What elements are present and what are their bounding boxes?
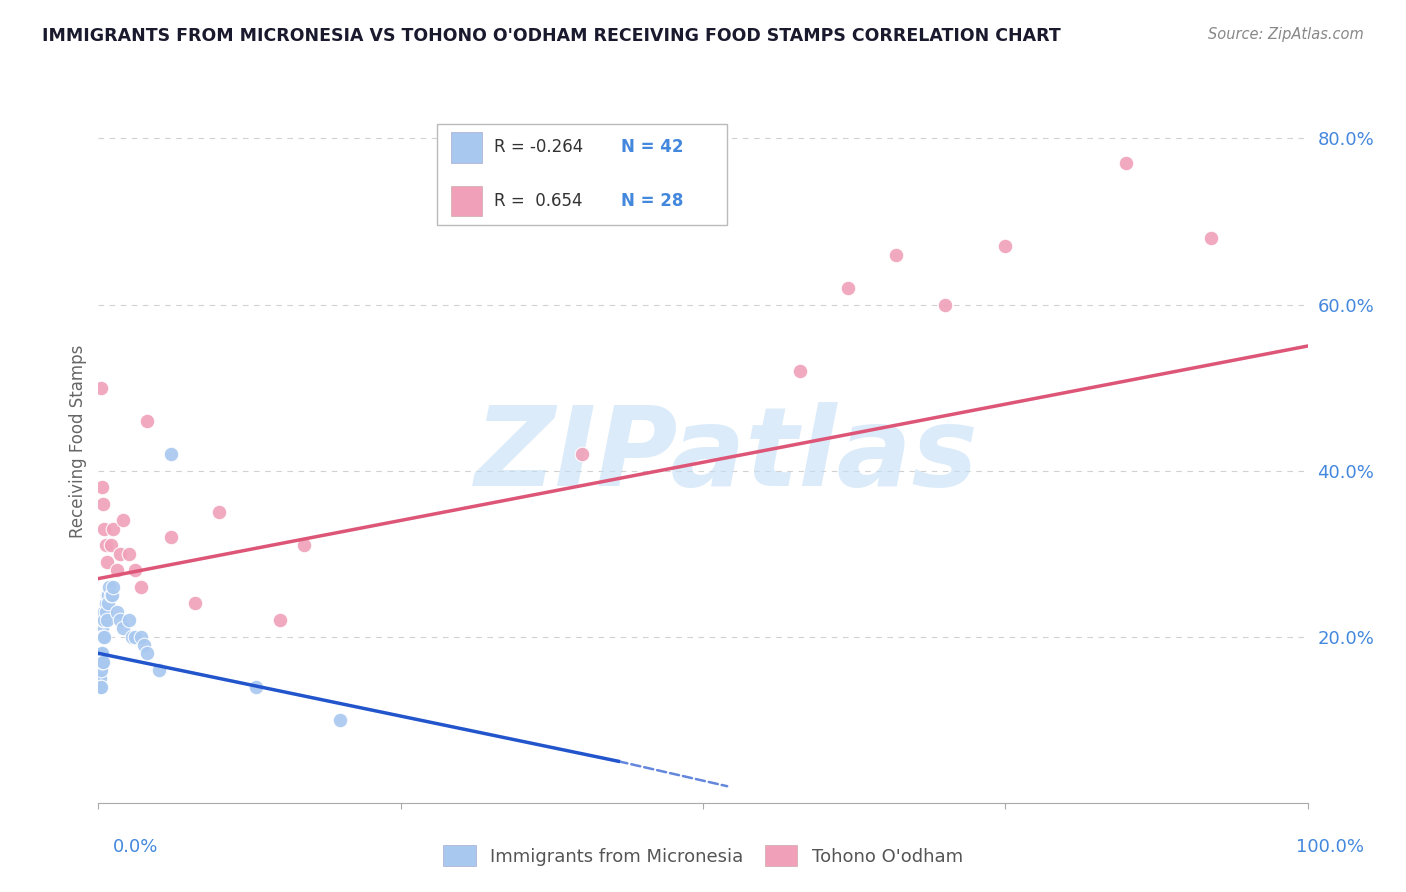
Point — [994, 239, 1017, 253]
Point — [90, 380, 112, 394]
Point — [100, 538, 122, 552]
Point — [94, 605, 117, 619]
Point — [571, 447, 593, 461]
Point — [90, 663, 112, 677]
Point — [89, 671, 111, 685]
FancyBboxPatch shape — [437, 124, 727, 225]
Point — [96, 613, 118, 627]
Point — [134, 638, 156, 652]
Point — [98, 580, 121, 594]
Point — [329, 713, 352, 727]
Point — [90, 646, 112, 660]
Point — [245, 680, 267, 694]
Point — [89, 663, 111, 677]
Point — [269, 613, 291, 627]
Point — [91, 621, 114, 635]
Point — [89, 680, 111, 694]
Point — [135, 646, 157, 660]
Point — [111, 513, 134, 527]
Point — [93, 522, 115, 536]
Point — [148, 663, 170, 677]
Text: ZIPatlas: ZIPatlas — [475, 402, 979, 509]
Point — [108, 547, 131, 561]
Point — [837, 281, 859, 295]
Point — [97, 588, 120, 602]
Text: N = 28: N = 28 — [621, 192, 683, 210]
Point — [184, 597, 207, 611]
Point — [90, 630, 112, 644]
Point — [93, 630, 115, 644]
Point — [94, 597, 117, 611]
Point — [934, 297, 956, 311]
Point — [208, 505, 231, 519]
Text: IMMIGRANTS FROM MICRONESIA VS TOHONO O'ODHAM RECEIVING FOOD STAMPS CORRELATION C: IMMIGRANTS FROM MICRONESIA VS TOHONO O'O… — [42, 27, 1062, 45]
Point — [91, 630, 114, 644]
Text: R =  0.654: R = 0.654 — [494, 192, 582, 210]
Point — [101, 580, 124, 594]
Text: N = 42: N = 42 — [621, 138, 683, 156]
Point — [124, 630, 146, 644]
Point — [124, 563, 146, 577]
Point — [118, 547, 141, 561]
Point — [105, 563, 128, 577]
Text: Source: ZipAtlas.com: Source: ZipAtlas.com — [1208, 27, 1364, 42]
Point — [91, 630, 114, 644]
Point — [129, 580, 152, 594]
Point — [90, 655, 112, 669]
Point — [105, 605, 128, 619]
Point — [91, 480, 114, 494]
Point — [96, 588, 118, 602]
Point — [1115, 156, 1137, 170]
Point — [100, 588, 122, 602]
Point — [91, 613, 114, 627]
Point — [97, 597, 120, 611]
Text: 0.0%: 0.0% — [112, 838, 157, 856]
Point — [121, 630, 143, 644]
Y-axis label: Receiving Food Stamps: Receiving Food Stamps — [69, 345, 87, 538]
Point — [91, 497, 114, 511]
Point — [100, 588, 122, 602]
Text: 100.0%: 100.0% — [1296, 838, 1364, 856]
Text: R = -0.264: R = -0.264 — [494, 138, 583, 156]
Point — [91, 646, 114, 660]
Point — [129, 630, 152, 644]
Point — [118, 613, 141, 627]
Point — [101, 522, 124, 536]
Point — [886, 248, 908, 262]
Point — [160, 447, 183, 461]
FancyBboxPatch shape — [451, 186, 482, 216]
Legend: Immigrants from Micronesia, Tohono O'odham: Immigrants from Micronesia, Tohono O'odh… — [436, 838, 970, 873]
Point — [94, 538, 117, 552]
Point — [90, 680, 112, 694]
Point — [89, 655, 111, 669]
Point — [93, 605, 115, 619]
Point — [91, 655, 114, 669]
FancyBboxPatch shape — [451, 132, 482, 162]
Point — [789, 364, 811, 378]
Point — [91, 655, 114, 669]
Point — [160, 530, 183, 544]
Point — [93, 613, 115, 627]
Point — [292, 538, 315, 552]
Point — [1199, 231, 1222, 245]
Point — [111, 621, 134, 635]
Point — [108, 613, 131, 627]
Point — [96, 555, 118, 569]
Point — [135, 414, 157, 428]
